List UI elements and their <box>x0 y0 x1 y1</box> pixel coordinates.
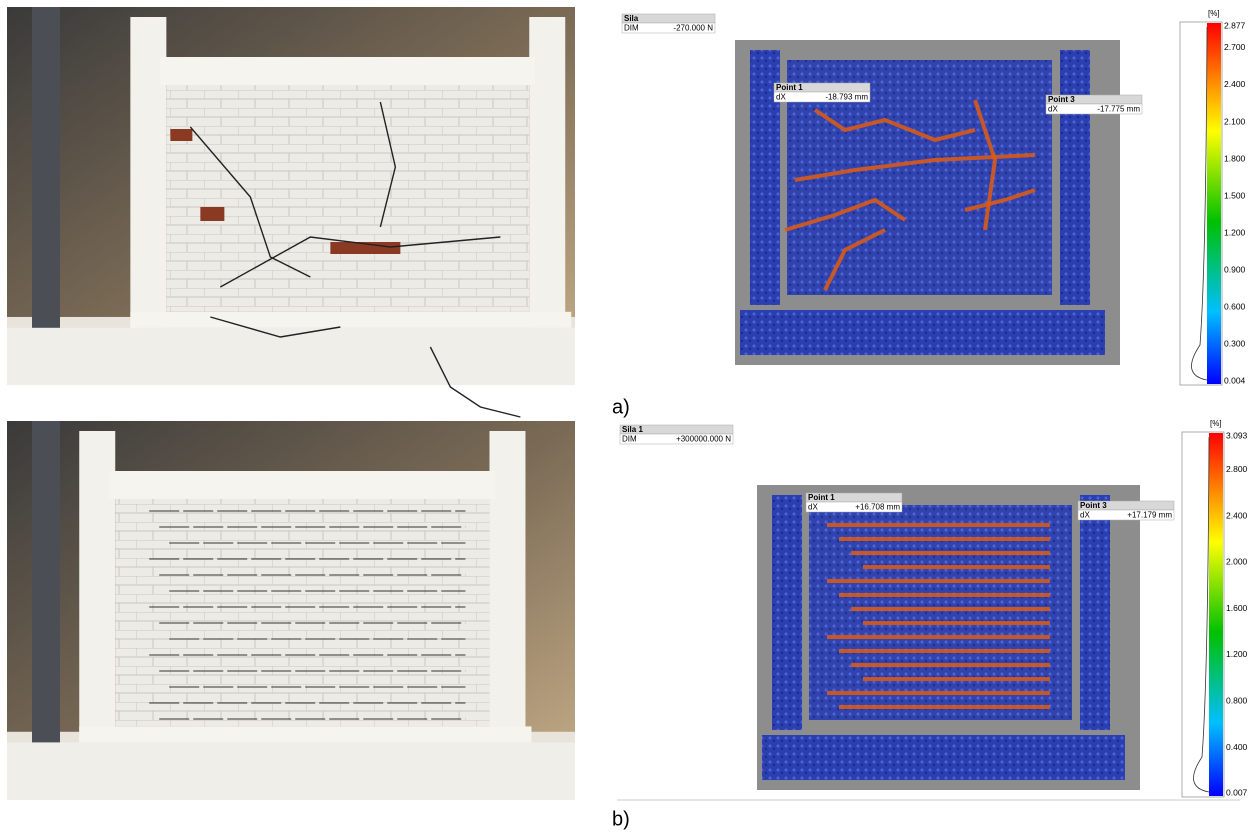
panel-label: a) <box>612 396 630 418</box>
dic-left-column <box>772 495 802 730</box>
colorbar-tick-label: 1.200 <box>1224 227 1246 237</box>
colorbar-tick-label: 2.877 <box>1224 20 1246 30</box>
figure: SilaDIM-270.000 NPoint 1dX-18.793 mmPoin… <box>0 0 1251 835</box>
top-beam <box>160 57 535 85</box>
label-value: +17.179 mm <box>1127 511 1172 520</box>
colorbar-tick-label: 1.800 <box>1224 153 1246 163</box>
label-title: Sila 1 <box>622 425 643 434</box>
crushed-brick <box>170 129 192 141</box>
colorbar-tick-label: 3.093 <box>1226 430 1248 440</box>
colorbar-tick-label: 0.900 <box>1224 265 1246 275</box>
label-value: -270.000 N <box>673 24 713 33</box>
label-title: Point 1 <box>808 493 835 502</box>
dic-right-column <box>1060 50 1090 305</box>
base-slab <box>7 328 575 385</box>
colorbar-tick-label: 0.004 <box>1224 375 1246 385</box>
colorbar-tick-label: 2.800 <box>1226 464 1248 474</box>
colorbar-tick-label: 2.700 <box>1224 42 1246 52</box>
colorbar-tick-label: 1.500 <box>1224 190 1246 200</box>
bottom-beam <box>130 312 571 328</box>
colorbar-tick-label: 0.007 <box>1226 787 1248 797</box>
label-value: +16.708 mm <box>855 503 900 512</box>
colorbar-tick-label: 2.100 <box>1224 116 1246 126</box>
label-key: DIM <box>622 435 637 444</box>
dic-image <box>757 485 1140 790</box>
colorbar-tick-label: 2.400 <box>1224 79 1246 89</box>
colorbar <box>1209 433 1223 796</box>
label-title: Point 3 <box>1080 501 1107 510</box>
colorbar-tick-label: 2.400 <box>1226 510 1248 520</box>
base-slab <box>7 742 575 800</box>
label-key: dX <box>1048 105 1058 114</box>
masonry-wall <box>115 499 489 726</box>
colorbar-tick-label: 1.200 <box>1226 649 1248 659</box>
label-key: dX <box>808 503 818 512</box>
label-title: Sila <box>624 14 639 23</box>
photo <box>7 421 575 800</box>
dic-beam <box>740 310 1105 355</box>
top-beam <box>109 471 495 499</box>
dic-right-column <box>1080 495 1110 730</box>
colorbar-tick-label: 0.400 <box>1226 742 1248 752</box>
label-title: Point 1 <box>776 83 803 92</box>
colorbar-tick-label: 2.000 <box>1226 557 1248 567</box>
label-key: dX <box>1080 511 1090 520</box>
label-key: dX <box>776 93 786 102</box>
panel-label: b) <box>612 808 630 830</box>
colorbar-tick-label: 0.600 <box>1224 302 1246 312</box>
colorbar-unit: [%] <box>1210 419 1222 428</box>
dic-beam <box>762 735 1125 780</box>
masonry-wall <box>166 85 529 312</box>
colorbar-unit: [%] <box>1208 9 1220 18</box>
colorbar <box>1207 23 1221 384</box>
crushed-brick <box>200 207 224 221</box>
label-value: +300000.000 N <box>676 435 731 444</box>
label-value: -17.775 mm <box>1097 105 1140 114</box>
colorbar-tick-label: 0.800 <box>1226 696 1248 706</box>
colorbar-tick-label: 1.600 <box>1226 603 1248 613</box>
colorbar-tick-label: 0.300 <box>1224 339 1246 349</box>
photo <box>7 7 575 417</box>
label-key: DIM <box>624 24 639 33</box>
label-title: Point 3 <box>1048 95 1075 104</box>
label-value: -18.793 mm <box>825 93 868 102</box>
bottom-beam <box>79 726 531 742</box>
